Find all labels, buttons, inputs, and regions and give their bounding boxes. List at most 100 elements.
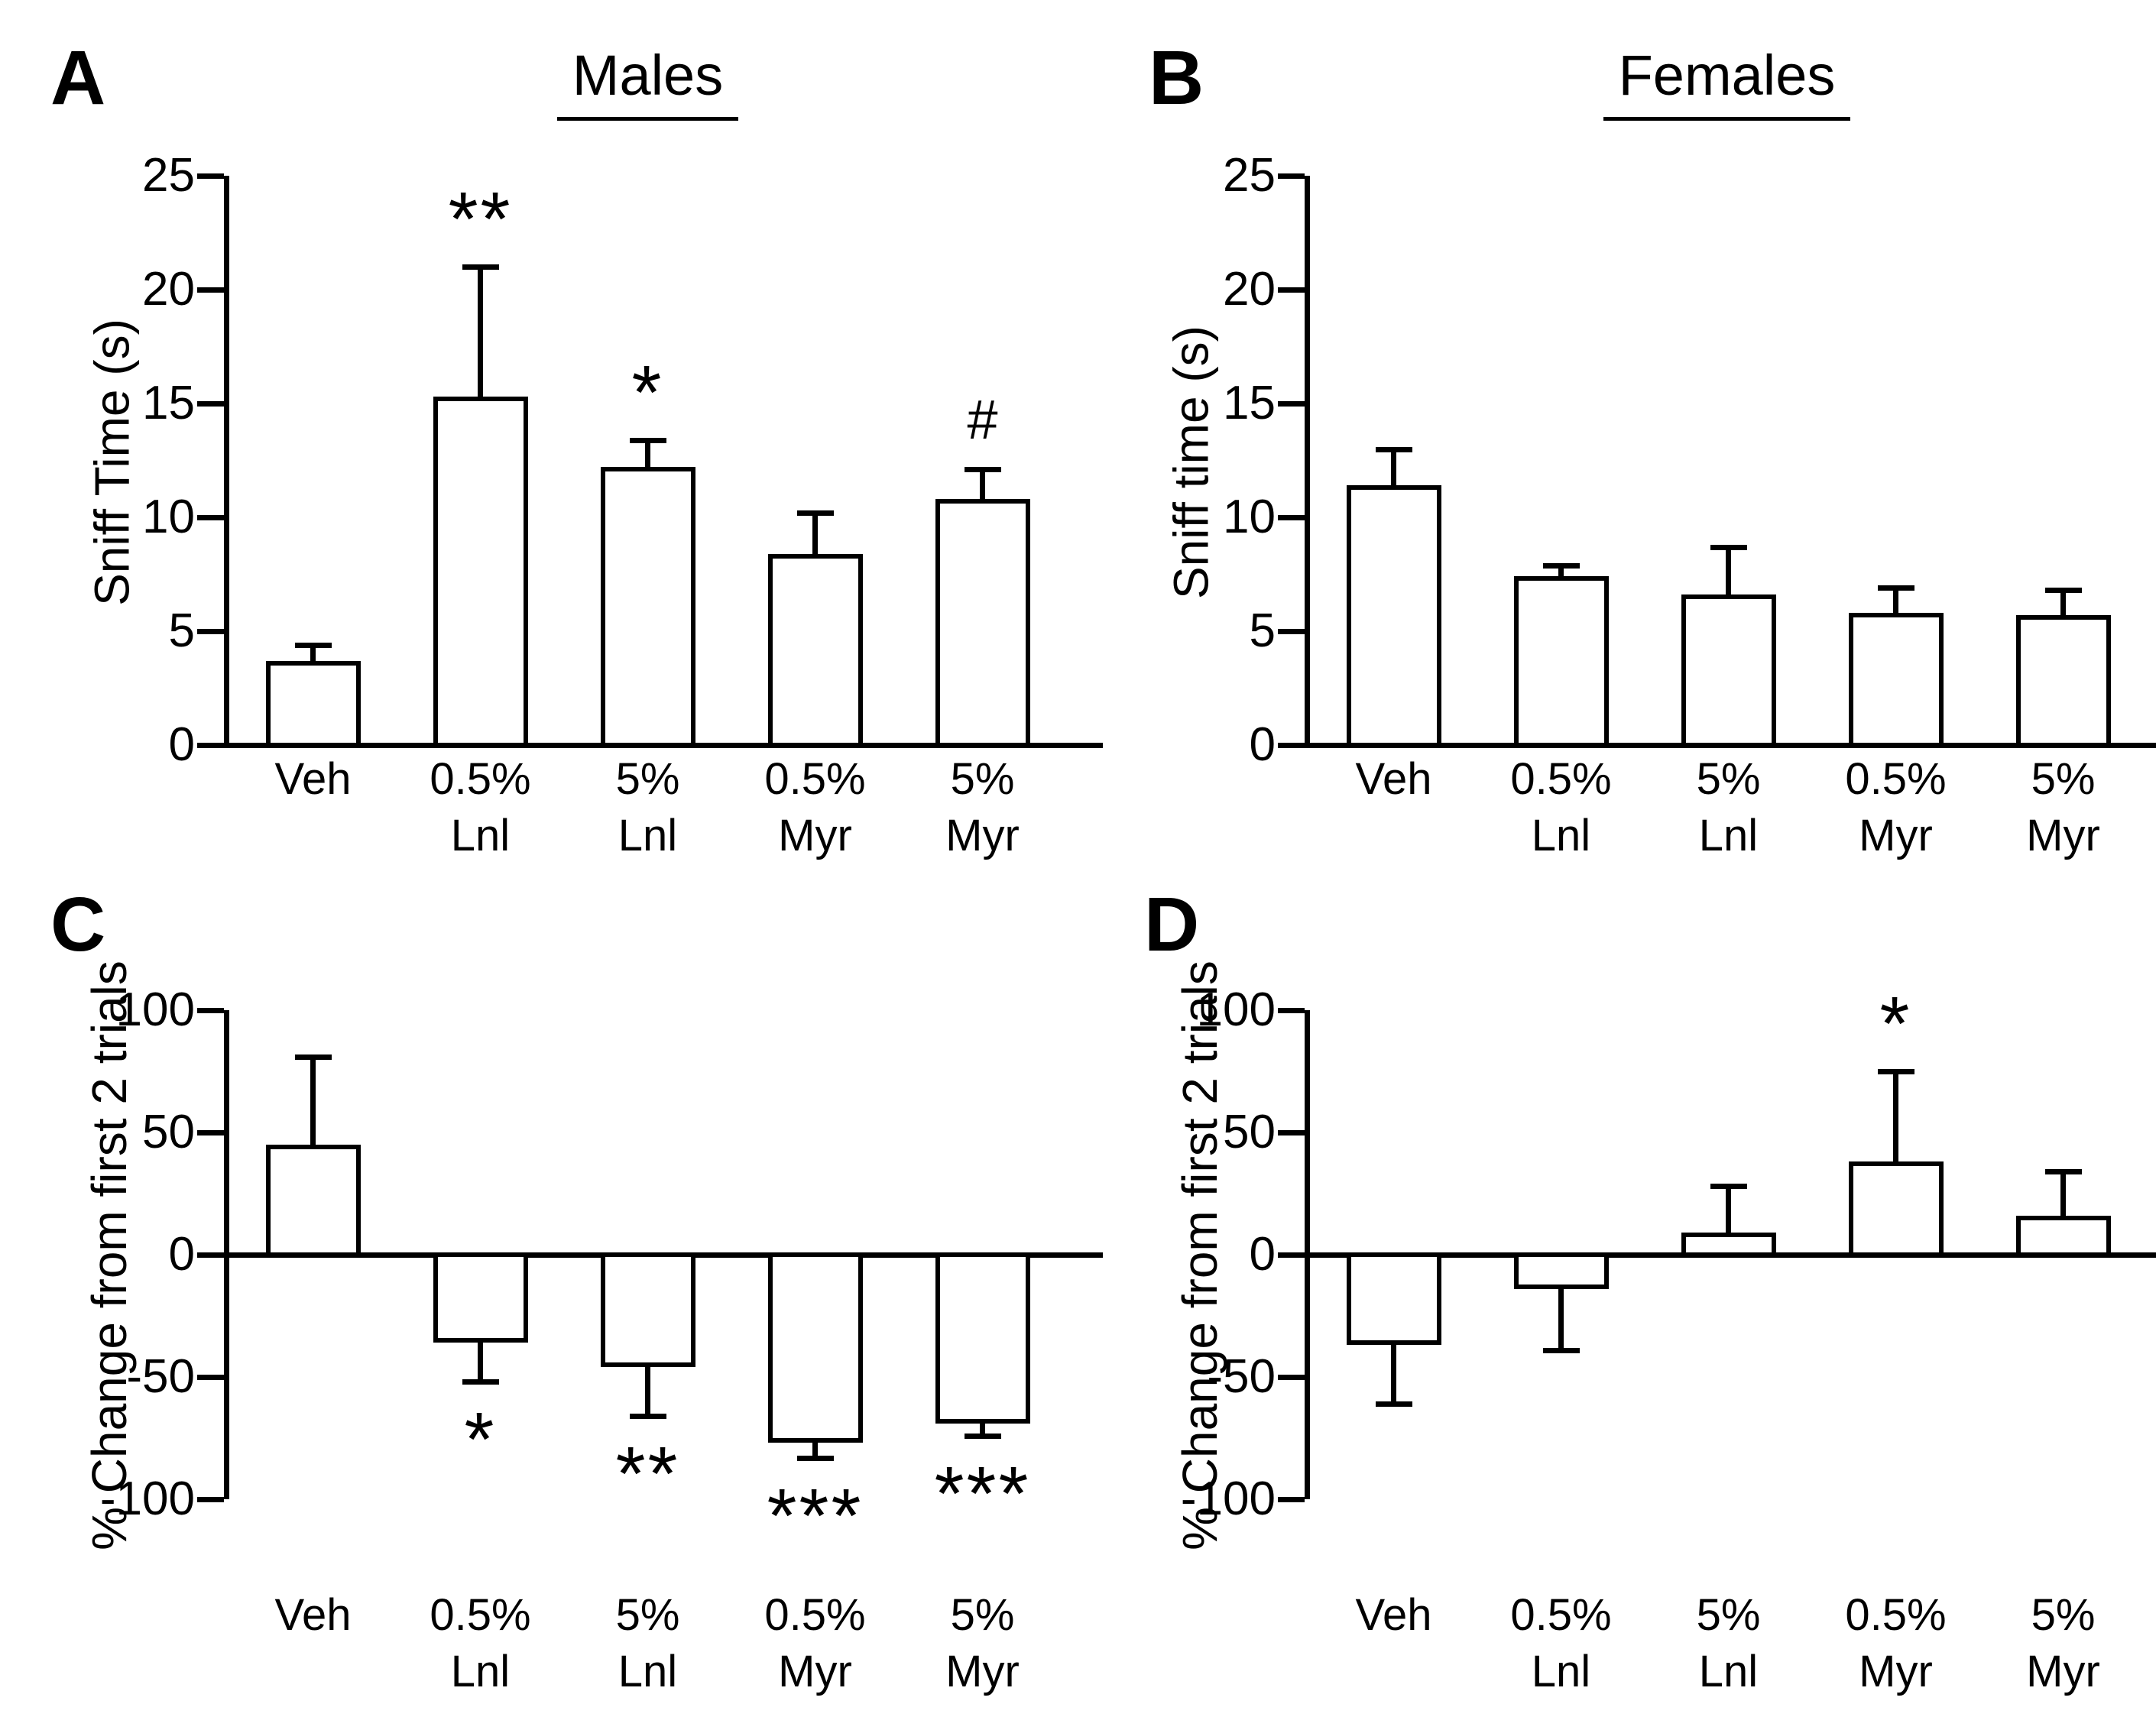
bar	[1513, 1252, 1609, 1289]
y-tick-label: -100	[1180, 1472, 1276, 1525]
error-bar-cap	[2044, 1169, 2082, 1175]
error-bar-stem	[478, 1343, 483, 1382]
error-bar-cap	[1375, 446, 1412, 452]
y-tick-label: 15	[142, 377, 195, 429]
category-label: Veh	[1355, 1590, 1432, 1640]
significance-marker: **	[615, 1431, 680, 1518]
error-bar-stem	[645, 1367, 650, 1417]
y-tick-label: 10	[1223, 491, 1276, 543]
y-axis-tick	[197, 287, 224, 293]
y-tick-label: 50	[142, 1106, 195, 1158]
panel-title-males-text: Males	[556, 44, 739, 121]
y-tick-label: 20	[1223, 263, 1276, 316]
significance-marker: ***	[767, 1472, 864, 1559]
plot-area-a: 0 5 10 15 20 25 Veh ** 0.5% Lnl * 5% Lnl 0.5% Myr #5…	[142, 149, 1103, 860]
category-label: 5% Lnl	[1696, 754, 1761, 860]
y-axis-tick	[1278, 515, 1305, 520]
y-tick-label: 0	[1249, 1228, 1276, 1281]
category-label: Veh	[274, 1590, 352, 1640]
panel-letter-c: C	[50, 882, 106, 967]
bar	[1681, 594, 1776, 747]
y-axis-tick	[197, 1130, 224, 1135]
category-label: Veh	[274, 754, 352, 804]
y-tick-label: -100	[99, 1472, 195, 1525]
plot-area-c: -100 -50 0 50 100 Veh * 0.5% Lnl ** 5% Lnl *** 0.5%…	[100, 983, 1103, 1696]
significance-marker: #	[967, 390, 998, 452]
error-bar-cap	[629, 1414, 666, 1420]
y-axis-tick	[1278, 1497, 1305, 1502]
error-bar-stem	[478, 267, 483, 397]
error-bar-cap	[294, 1054, 332, 1060]
y-axis-tick	[197, 1008, 224, 1013]
y-axis-tick	[197, 1375, 224, 1380]
error-bar-cap	[1877, 1069, 1914, 1074]
category-label: 0.5% Myr	[1845, 1590, 1947, 1696]
category-label: 0.5% Lnl	[1510, 1590, 1612, 1696]
significance-marker: *	[464, 1397, 497, 1483]
y-tick-label: 10	[142, 491, 195, 543]
y-axis-tick	[197, 629, 224, 634]
plot-area-b: 0 5 10 15 20 25 Veh 0.5% Lnl 5% Lnl 0.5% Myr 5% My…	[1223, 149, 2156, 860]
panel-letter-b: B	[1149, 35, 1204, 121]
error-bar-cap	[1710, 1184, 1747, 1190]
bar	[433, 1252, 528, 1343]
y-tick-label: 25	[1223, 149, 1276, 202]
error-bar-cap	[964, 467, 1001, 473]
error-bar-stem	[980, 1423, 985, 1436]
category-label: 5% Myr	[945, 1590, 1020, 1696]
error-bar-cap	[964, 1433, 1001, 1439]
error-bar-cap	[629, 437, 666, 443]
y-tick-label: -50	[126, 1350, 195, 1403]
error-bar-stem	[1391, 449, 1396, 486]
category-label: 5% Myr	[2026, 754, 2100, 860]
y-tick-label: 0	[168, 1228, 195, 1281]
category-label: 5% Lnl	[615, 754, 680, 860]
y-tick-label: -50	[1207, 1350, 1276, 1403]
y-tick-label: 100	[1196, 983, 1276, 1036]
y-axis-tick	[1278, 1130, 1305, 1135]
error-bar-cap	[1710, 544, 1747, 550]
bar	[1346, 1252, 1441, 1346]
bar	[767, 553, 863, 747]
y-axis-tick	[197, 515, 224, 520]
y-tick-label: 20	[142, 263, 195, 316]
error-bar-stem	[310, 644, 316, 661]
y-axis-tick	[197, 173, 224, 179]
bar	[600, 467, 695, 747]
y-axis-tick	[197, 401, 224, 407]
error-bar-stem	[2060, 1171, 2066, 1216]
bar	[767, 1252, 863, 1443]
category-label: 0.5% Lnl	[430, 754, 531, 860]
category-label: 5% Myr	[945, 754, 1020, 860]
y-axis-spine	[1305, 176, 1310, 745]
bar	[265, 660, 361, 747]
bar	[265, 1145, 361, 1257]
y-axis-tick	[1278, 173, 1305, 179]
y-axis-tick	[1278, 1375, 1305, 1380]
y-axis-spine	[224, 176, 229, 745]
error-bar-stem	[1558, 1288, 1564, 1350]
y-axis-tick	[1278, 287, 1305, 293]
error-bar-stem	[1391, 1345, 1396, 1404]
error-bar-stem	[812, 1443, 818, 1458]
error-bar-stem	[980, 469, 985, 500]
error-bar-stem	[310, 1056, 316, 1145]
error-bar-cap	[796, 1455, 834, 1461]
bar	[1848, 613, 1944, 747]
y-axis-tick	[1278, 629, 1305, 634]
error-bar-cap	[1542, 1347, 1580, 1353]
y-tick-label: 100	[115, 983, 195, 1036]
panel-title-females: Females	[1308, 44, 2145, 121]
bar	[1681, 1233, 1776, 1257]
y-tick-label: 0	[168, 718, 195, 771]
panel-title-males: Males	[229, 44, 1066, 121]
category-label: Veh	[1355, 754, 1432, 804]
significance-marker: *	[1879, 981, 1912, 1067]
bar	[2015, 615, 2111, 747]
error-bar-cap	[462, 1379, 499, 1385]
bar	[1848, 1161, 1944, 1257]
error-bar-cap	[1542, 562, 1580, 569]
y-tick-label: 50	[1223, 1106, 1276, 1158]
error-bar-stem	[1726, 1186, 1731, 1233]
